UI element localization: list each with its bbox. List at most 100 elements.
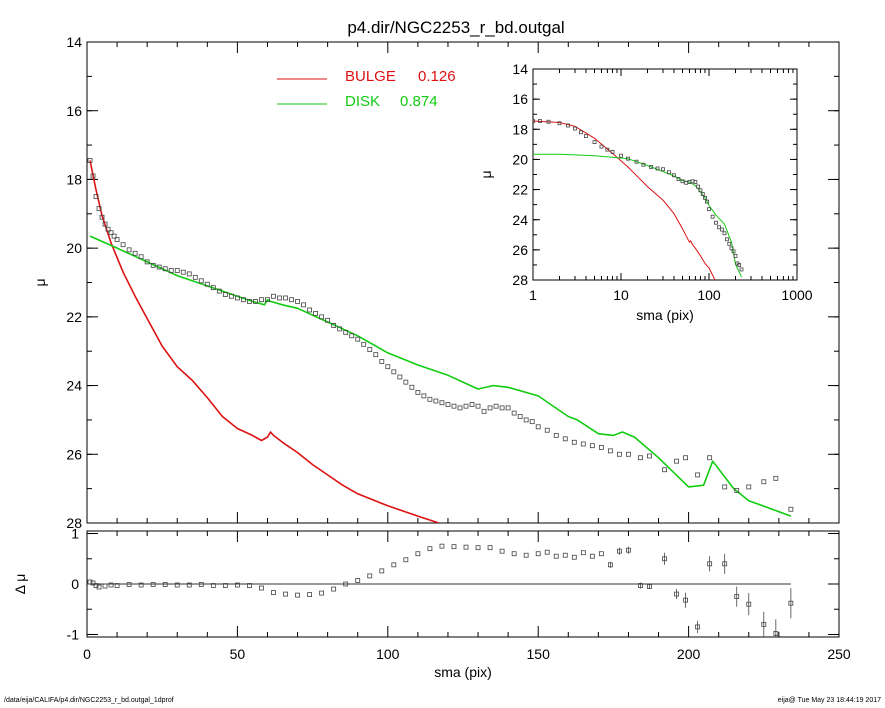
main-data-point <box>174 268 180 273</box>
legend-label-bulge: BULGE <box>345 68 396 85</box>
residual-data-point <box>463 544 469 550</box>
inset-data-point <box>649 165 654 169</box>
main-data-point <box>469 402 475 407</box>
inset-data-point <box>661 167 665 172</box>
main-data-point <box>773 475 779 481</box>
inset-data-point <box>737 263 742 267</box>
residual-data-point <box>487 545 493 551</box>
main-data-point <box>788 506 794 512</box>
inset-ytick-label: 26 <box>512 242 528 258</box>
main-panel: 14 16 18 20 22 24 26 28 μ <box>32 34 840 531</box>
inset-frame <box>532 68 798 281</box>
main-data-point <box>562 436 568 442</box>
legend-label-disk: DISK <box>345 93 380 110</box>
inset-y-axis-title: μ <box>478 170 494 178</box>
residual-data-point <box>626 547 631 553</box>
main-data-point <box>746 484 752 490</box>
inset-data-point <box>722 231 727 236</box>
inset-plot-area <box>533 119 744 280</box>
residual-data-point <box>150 582 156 587</box>
residual-data-point <box>343 581 349 587</box>
main-data-point <box>126 247 132 253</box>
main-data-point <box>580 441 586 447</box>
residual-xtick-label: 100 <box>376 646 400 662</box>
inset-ytick-label: 28 <box>512 272 528 288</box>
residual-data-point <box>198 582 204 587</box>
main-data-point <box>277 295 282 301</box>
main-data-point <box>331 323 337 328</box>
inset-data-point <box>533 119 535 123</box>
residual-data-point <box>114 583 120 588</box>
residual-data-point <box>562 552 568 558</box>
main-data-point <box>168 268 174 273</box>
residual-data-point <box>674 591 679 597</box>
main-data-point <box>439 400 445 406</box>
main-ytick-label: 18 <box>66 171 82 187</box>
main-data-point <box>180 269 186 275</box>
main-data-point <box>319 314 325 320</box>
main-ytick-label: 20 <box>66 240 82 256</box>
footer-stamp: eija@ Tue May 23 18:44:19 2017 <box>777 697 881 704</box>
residual-data-point <box>427 546 433 552</box>
residual-data-point <box>234 582 240 588</box>
main-data-point <box>475 403 481 409</box>
inset-data-point <box>739 267 744 272</box>
residual-data-point <box>535 551 541 557</box>
residual-data-point <box>391 562 397 568</box>
main-data-point <box>325 317 331 323</box>
residual-data-point <box>647 584 652 589</box>
residual-data-point <box>722 561 728 567</box>
residual-data-point <box>96 584 102 590</box>
main-data-point <box>337 326 343 332</box>
residual-data-point <box>707 561 713 567</box>
main-data-point <box>156 264 162 270</box>
inset-data-point <box>546 119 551 124</box>
residual-data-point <box>734 594 740 600</box>
residual-data-point <box>271 590 276 595</box>
inset-data-point <box>725 237 729 242</box>
main-data-point <box>87 158 93 163</box>
residual-x-axis-title: sma (pix) <box>434 664 492 680</box>
main-data-point <box>162 266 168 272</box>
inset-data-point <box>696 184 700 189</box>
residual-data-point <box>90 580 96 586</box>
residual-data-point <box>138 582 144 588</box>
inset-data-point <box>626 156 630 161</box>
inset-ytick-label: 22 <box>512 182 528 198</box>
main-data-point <box>409 384 415 390</box>
inset-data-point <box>698 188 703 193</box>
main-data-point <box>343 329 349 335</box>
inset-xtick-label: 1 <box>529 287 537 303</box>
main-data-point <box>247 298 252 304</box>
main-data-point <box>99 214 105 220</box>
inset-data-point <box>719 227 724 232</box>
main-data-point <box>132 250 138 256</box>
residual-ytick-label: 0 <box>71 576 79 592</box>
inset-series-disk <box>533 153 742 278</box>
main-data-point <box>445 402 451 407</box>
inset-xtick-label: 10 <box>613 287 629 303</box>
inset-series-bulge <box>533 120 716 280</box>
main-data-point <box>499 405 505 411</box>
main-data-point <box>662 467 667 473</box>
main-data-point <box>265 297 270 303</box>
residual-xtick-label: 200 <box>677 646 701 662</box>
main-data-point <box>544 427 550 433</box>
residual-data-point <box>283 591 288 597</box>
main-data-point <box>638 455 643 461</box>
residual-data-point <box>186 582 192 588</box>
chart-title: p4.dir/NGC2253_r_bd.outgal <box>347 18 564 37</box>
main-y-axis-title: μ <box>32 278 48 286</box>
main-data-point <box>289 297 294 303</box>
inset-data-point <box>729 246 734 251</box>
residual-data-point <box>247 583 252 588</box>
main-data-point <box>241 297 246 303</box>
residual-data-point <box>475 545 481 551</box>
residual-ytick-label: 1 <box>71 526 79 542</box>
inset-ytick-label: 24 <box>512 212 528 228</box>
main-data-point <box>313 311 319 316</box>
inset-data-point <box>610 149 615 154</box>
main-data-point <box>457 405 463 411</box>
inset-data-point <box>592 140 597 144</box>
inset-data-point <box>705 199 709 204</box>
